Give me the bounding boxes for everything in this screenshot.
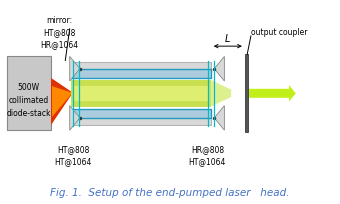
Text: Fig. 1.  Setup of the end-pumped laser   head.: Fig. 1. Setup of the end-pumped laser he… [50, 187, 290, 197]
Text: diode-stack: diode-stack [7, 109, 51, 118]
Text: 500W: 500W [18, 82, 40, 91]
Text: collimated: collimated [9, 95, 49, 104]
Bar [7, 57, 51, 131]
Bar [245, 55, 248, 133]
Bar [71, 62, 211, 69]
Polygon shape [214, 57, 224, 82]
Text: HT@808: HT@808 [43, 28, 76, 37]
Polygon shape [249, 86, 296, 102]
Polygon shape [211, 81, 231, 107]
Text: HR@1064: HR@1064 [40, 40, 79, 49]
Bar [71, 81, 211, 107]
Text: HT@1064: HT@1064 [54, 157, 92, 166]
Bar [71, 109, 211, 118]
Text: output coupler: output coupler [251, 28, 307, 37]
Text: mirror:: mirror: [47, 16, 72, 25]
Text: HT@808: HT@808 [57, 144, 89, 153]
Bar [71, 69, 211, 79]
Bar [73, 86, 209, 101]
Polygon shape [214, 106, 224, 131]
Text: HT@1064: HT@1064 [189, 157, 226, 166]
Text: HR@808: HR@808 [191, 144, 224, 153]
Polygon shape [52, 87, 71, 117]
Text: L: L [225, 34, 231, 44]
Polygon shape [70, 57, 80, 82]
Polygon shape [70, 106, 80, 131]
Polygon shape [51, 79, 71, 125]
Bar [71, 118, 211, 125]
